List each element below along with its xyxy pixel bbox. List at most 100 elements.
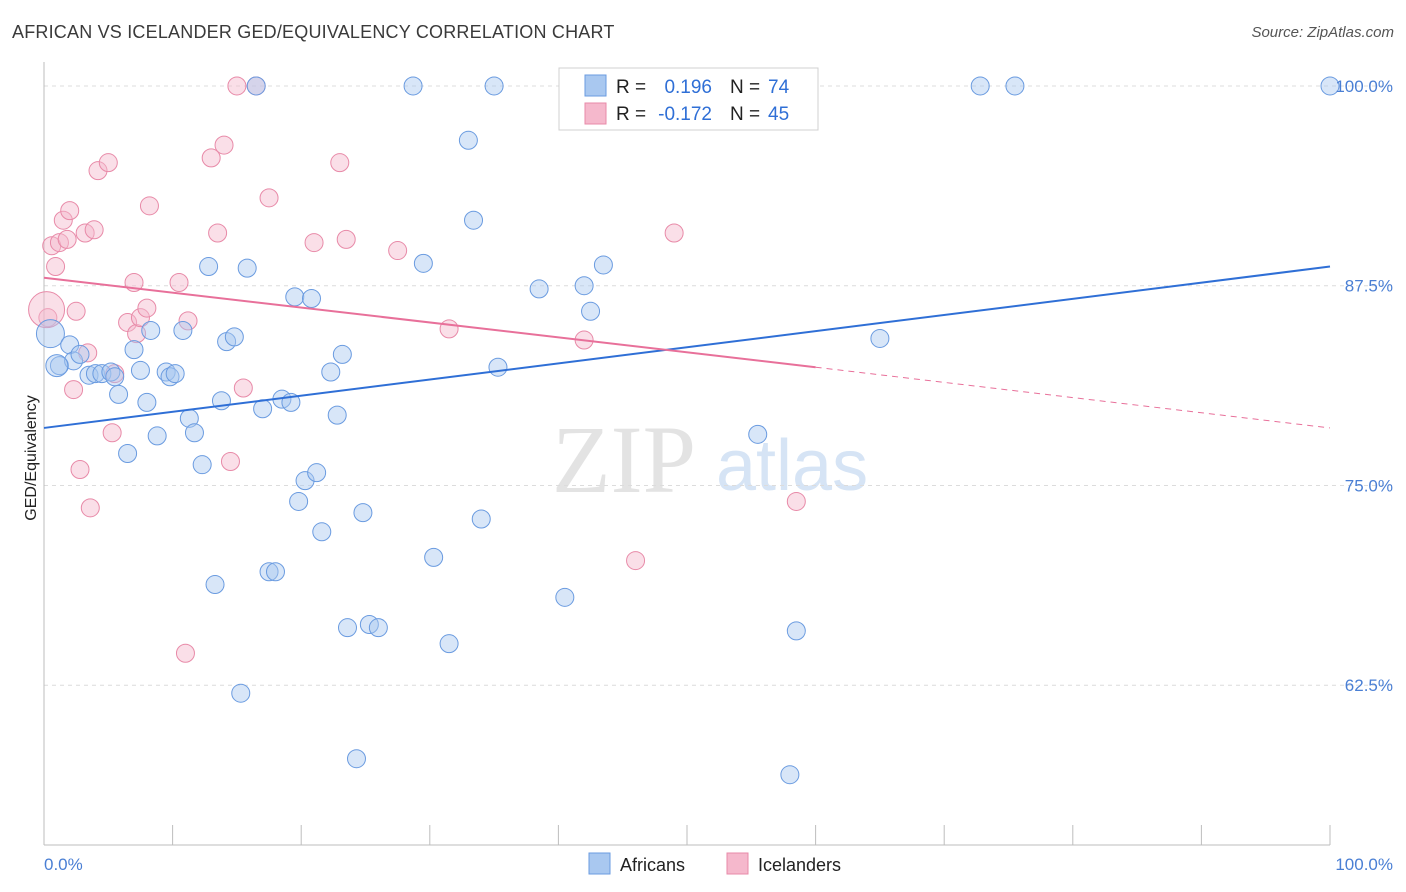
african-point xyxy=(246,76,266,96)
african-point xyxy=(555,587,575,607)
icelander-point xyxy=(127,324,147,344)
african-point xyxy=(413,253,433,273)
icelander-point xyxy=(786,491,806,511)
icelander-point xyxy=(130,308,150,328)
icelander-point xyxy=(233,378,253,398)
icelander-point xyxy=(88,161,108,181)
icelander-point xyxy=(80,498,100,518)
african-point xyxy=(285,287,305,307)
icelander-point xyxy=(304,233,324,253)
icelander-point xyxy=(84,220,104,240)
african-point xyxy=(147,426,167,446)
icelander-point xyxy=(60,201,80,221)
stats-legend: R = 0.196 N = 74 R = -0.172 N = 45 xyxy=(558,67,819,131)
african-point xyxy=(593,255,613,275)
african-point xyxy=(199,257,219,277)
axes xyxy=(43,62,1331,846)
legend-r-label-1: R = xyxy=(616,77,646,98)
african-point xyxy=(259,562,279,582)
african-point xyxy=(45,354,69,378)
icelander-point xyxy=(220,451,240,471)
icelander-point xyxy=(139,196,159,216)
icelander-point xyxy=(102,423,122,443)
african-point xyxy=(786,621,806,641)
x-tick-label: 0.0% xyxy=(44,855,83,874)
african-point xyxy=(748,424,768,444)
legend-swatch-icelanders xyxy=(584,102,607,125)
icelander-point xyxy=(70,459,90,479)
african-point xyxy=(137,392,157,412)
african-point xyxy=(109,384,129,404)
icelander-point xyxy=(66,301,86,321)
icelander-point xyxy=(388,241,408,261)
african-point xyxy=(1320,76,1340,96)
legend-r-label-2: R = xyxy=(616,104,646,125)
african-point xyxy=(141,320,161,340)
legend-n-label-1: N = xyxy=(730,77,760,98)
chart-title: AFRICAN VS ICELANDER GED/EQUIVALENCY COR… xyxy=(12,22,615,42)
african-point xyxy=(105,367,125,387)
icelander-point xyxy=(78,343,98,363)
african-point xyxy=(160,367,180,387)
icelander-point xyxy=(208,223,228,243)
watermark-zip: ZIP xyxy=(552,406,696,513)
african-point xyxy=(237,258,257,278)
african-point xyxy=(60,335,80,355)
african-point xyxy=(173,320,193,340)
bottom-legend-swatch-icelanders xyxy=(726,852,749,875)
icelander-point xyxy=(227,76,247,96)
african-point xyxy=(471,509,491,529)
legend-n-label-2: N = xyxy=(730,104,760,125)
african-point xyxy=(192,455,212,475)
african-point xyxy=(231,683,251,703)
icelander-point xyxy=(49,233,69,253)
icelander-point xyxy=(439,319,459,339)
icelander-point xyxy=(57,229,77,249)
icelander-point xyxy=(214,135,234,155)
african-point xyxy=(118,444,138,463)
african-point xyxy=(301,288,321,308)
legend-n-value-2: 45 xyxy=(768,104,789,125)
african-point xyxy=(484,76,504,96)
bottom-legend-swatch-africans xyxy=(588,852,611,875)
african-point xyxy=(312,522,332,542)
icelander-point xyxy=(64,380,84,400)
african-point xyxy=(85,364,105,384)
african-point xyxy=(488,357,508,377)
african-point xyxy=(337,618,357,638)
trend-lines xyxy=(43,265,1331,429)
x-tick-label: 100.0% xyxy=(1335,855,1393,874)
icelander-point xyxy=(664,223,684,243)
icelander-point xyxy=(175,643,195,663)
african-point xyxy=(439,634,459,654)
african-point xyxy=(49,356,69,376)
african-point xyxy=(70,344,90,364)
african-point xyxy=(124,340,144,360)
icelander-point xyxy=(169,273,189,293)
african-point xyxy=(368,618,388,638)
african-point xyxy=(289,491,309,511)
y-axis-title: GED/Equivalency xyxy=(23,395,40,520)
african-point xyxy=(353,503,373,523)
watermark: ZIP atlas xyxy=(552,406,868,513)
african-point xyxy=(265,562,285,582)
african-point xyxy=(574,276,594,296)
icelander-point xyxy=(330,153,350,173)
legend-r-value-2: -0.172 xyxy=(658,104,712,125)
african-point xyxy=(403,76,423,96)
african-point xyxy=(224,327,244,347)
icelander-point xyxy=(137,298,157,318)
african-point xyxy=(307,463,327,483)
icelander-point xyxy=(98,153,118,173)
african-point xyxy=(458,130,478,150)
y-tick-label: 62.5% xyxy=(1345,676,1393,695)
african-point xyxy=(321,362,341,382)
icelanders-trend-line xyxy=(43,276,816,369)
y-tick-label: 87.5% xyxy=(1345,277,1393,296)
icelander-point xyxy=(46,257,66,277)
icelander-point xyxy=(38,308,58,328)
icelander-point xyxy=(336,229,356,249)
bottom-legend-label-africans: Africans xyxy=(620,855,685,875)
african-point xyxy=(346,749,366,769)
african-point xyxy=(332,344,352,364)
